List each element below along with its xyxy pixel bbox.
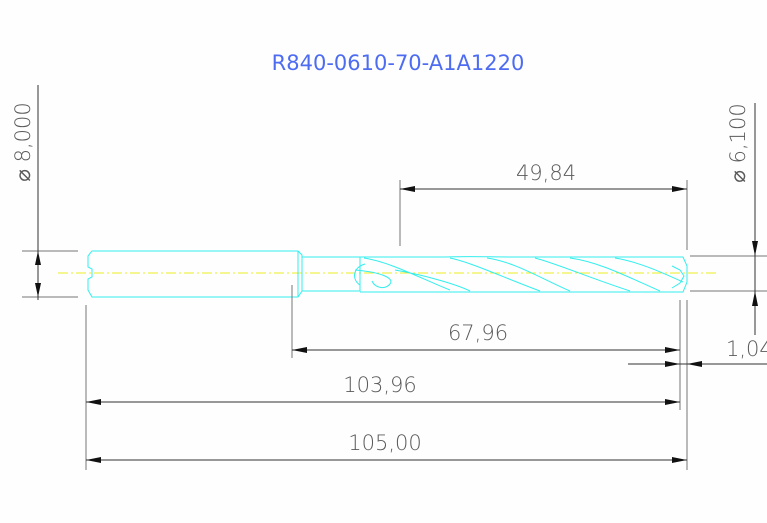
drill-outline bbox=[87, 250, 688, 298]
tip-diameter-dimension: ⌀ 6,100 bbox=[690, 103, 767, 335]
point-length-label: 1,04 bbox=[726, 337, 767, 361]
shank-diameter-dimension: ⌀ 8,000 bbox=[11, 85, 78, 300]
shank-diameter-label: ⌀ 8,000 bbox=[11, 102, 35, 181]
body-length-dimension: 67,96 bbox=[291, 285, 688, 470]
flute-length-label: 49,84 bbox=[516, 161, 576, 185]
drawing-title: R840-0610-70-A1A1220 bbox=[272, 51, 525, 75]
overall-length-label: 105,00 bbox=[348, 431, 421, 455]
body-length-label: 67,96 bbox=[448, 321, 508, 345]
tip-diameter-label: ⌀ 6,100 bbox=[726, 103, 750, 182]
length-to-corner-dimension: 103,96 bbox=[85, 305, 680, 470]
overall-length-dimension: 105,00 bbox=[86, 431, 687, 463]
flute-length-dimension: 49,84 bbox=[399, 161, 688, 250]
length-to-corner-label: 103,96 bbox=[343, 373, 416, 397]
point-length-dimension: 1,04 bbox=[628, 337, 767, 367]
